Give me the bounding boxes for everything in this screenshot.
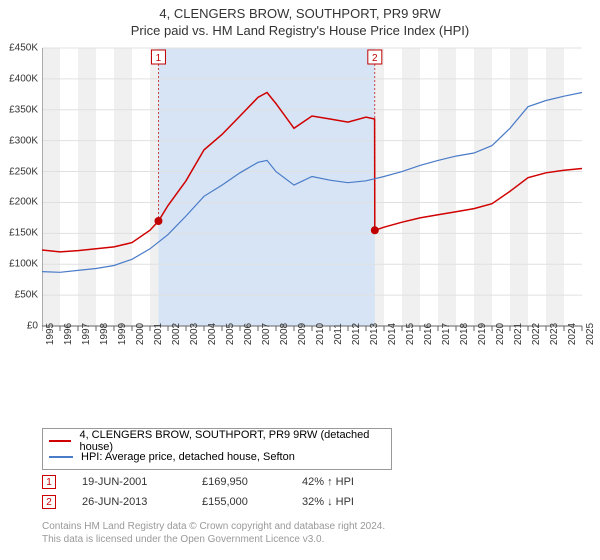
title-line1: 4, CLENGERS BROW, SOUTHPORT, PR9 9RW — [0, 6, 600, 23]
legend: 4, CLENGERS BROW, SOUTHPORT, PR9 9RW (de… — [42, 428, 392, 470]
xtick-label: 2004 — [207, 323, 218, 345]
sales-delta-1: 32% ↓ HPI — [302, 496, 402, 508]
sales-delta-0: 42% ↑ HPI — [302, 476, 402, 488]
legend-swatch-0 — [49, 440, 71, 442]
legend-item-0: 4, CLENGERS BROW, SOUTHPORT, PR9 9RW (de… — [49, 433, 385, 449]
xtick-label: 2019 — [477, 323, 488, 345]
ytick-label: £250K — [0, 166, 38, 177]
ytick-label: £200K — [0, 197, 38, 208]
xtick-label: 2023 — [549, 323, 560, 345]
xtick-label: 2016 — [423, 323, 434, 345]
sales-row-1: 2 26-JUN-2013 £155,000 32% ↓ HPI — [42, 492, 402, 512]
legend-label-1: HPI: Average price, detached house, Seft… — [81, 451, 295, 463]
title-block: 4, CLENGERS BROW, SOUTHPORT, PR9 9RW Pri… — [0, 0, 600, 40]
ytick-label: £450K — [0, 43, 38, 54]
xtick-label: 1997 — [81, 323, 92, 345]
xtick-label: 2018 — [459, 323, 470, 345]
xtick-label: 2009 — [297, 323, 308, 345]
ytick-label: £300K — [0, 135, 38, 146]
title-line2: Price paid vs. HM Land Registry's House … — [0, 23, 600, 40]
legend-label-0: 4, CLENGERS BROW, SOUTHPORT, PR9 9RW (de… — [79, 429, 385, 453]
xtick-label: 2022 — [531, 323, 542, 345]
sale-marker-box-1: 2 — [42, 495, 56, 509]
xtick-label: 2015 — [405, 323, 416, 345]
xtick-label: 2013 — [369, 323, 380, 345]
xtick-label: 2006 — [243, 323, 254, 345]
xtick-label: 2024 — [567, 323, 578, 345]
xtick-label: 2021 — [513, 323, 524, 345]
footer-line2: This data is licensed under the Open Gov… — [42, 533, 385, 546]
xtick-label: 1995 — [45, 323, 56, 345]
svg-text:1: 1 — [156, 53, 162, 64]
xtick-label: 2001 — [153, 323, 164, 345]
footer: Contains HM Land Registry data © Crown c… — [42, 520, 385, 546]
legend-swatch-1 — [49, 456, 73, 458]
page: 4, CLENGERS BROW, SOUTHPORT, PR9 9RW Pri… — [0, 0, 600, 560]
chart-area: 12 £0£50K£100K£150K£200K£250K£300K£350K£… — [42, 44, 590, 374]
sales-table: 1 19-JUN-2001 £169,950 42% ↑ HPI 2 26-JU… — [42, 472, 402, 512]
ytick-label: £350K — [0, 104, 38, 115]
xtick-label: 2002 — [171, 323, 182, 345]
sales-marker-cell-1: 2 — [42, 495, 82, 509]
sales-price-0: £169,950 — [202, 476, 302, 488]
xtick-label: 2017 — [441, 323, 452, 345]
xtick-label: 2007 — [261, 323, 272, 345]
sale-marker-box-0: 1 — [42, 475, 56, 489]
ytick-label: £150K — [0, 228, 38, 239]
xtick-label: 2025 — [585, 323, 596, 345]
xtick-label: 2020 — [495, 323, 506, 345]
sales-row-0: 1 19-JUN-2001 £169,950 42% ↑ HPI — [42, 472, 402, 492]
xtick-label: 2003 — [189, 323, 200, 345]
ytick-label: £0 — [0, 321, 38, 332]
xtick-label: 2005 — [225, 323, 236, 345]
sales-date-0: 19-JUN-2001 — [82, 476, 202, 488]
xtick-label: 2012 — [351, 323, 362, 345]
xtick-label: 2008 — [279, 323, 290, 345]
ytick-label: £100K — [0, 259, 38, 270]
footer-line1: Contains HM Land Registry data © Crown c… — [42, 520, 385, 533]
xtick-label: 1998 — [99, 323, 110, 345]
sales-marker-cell-0: 1 — [42, 475, 82, 489]
sales-date-1: 26-JUN-2013 — [82, 496, 202, 508]
xtick-label: 2000 — [135, 323, 146, 345]
xtick-label: 2011 — [333, 323, 344, 345]
xtick-label: 1996 — [63, 323, 74, 345]
sales-price-1: £155,000 — [202, 496, 302, 508]
ytick-label: £50K — [0, 290, 38, 301]
xtick-label: 1999 — [117, 323, 128, 345]
xtick-label: 2010 — [315, 323, 326, 345]
svg-text:2: 2 — [372, 53, 378, 64]
ytick-label: £400K — [0, 73, 38, 84]
xtick-label: 2014 — [387, 323, 398, 345]
